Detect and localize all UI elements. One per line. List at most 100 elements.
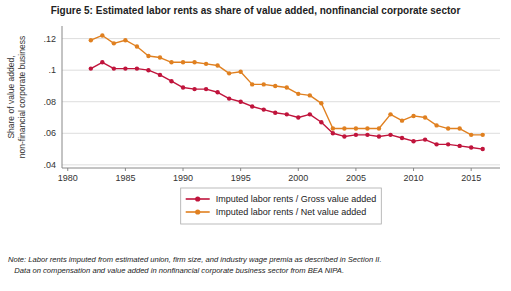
y-tick-label: .06	[43, 128, 56, 138]
point	[123, 66, 127, 70]
chart: Figure 5: Estimated labor rents as share…	[0, 0, 511, 291]
point	[238, 70, 242, 74]
point	[411, 114, 415, 118]
point	[112, 66, 116, 70]
point	[434, 123, 438, 127]
point	[481, 147, 485, 151]
point	[365, 133, 369, 137]
point	[250, 104, 254, 108]
point	[273, 111, 277, 115]
point	[285, 85, 289, 89]
point	[100, 33, 104, 37]
legend-label: Imputed labor rents / Gross value added	[216, 194, 377, 204]
point	[469, 133, 473, 137]
y-tick-label: .1	[48, 65, 56, 75]
point	[446, 142, 450, 146]
point	[308, 112, 312, 116]
point	[135, 44, 139, 48]
point	[319, 101, 323, 105]
plot-area	[89, 33, 485, 151]
grid	[62, 39, 500, 165]
point	[354, 133, 358, 137]
point	[365, 126, 369, 130]
point	[158, 73, 162, 77]
x-tick	[67, 168, 68, 171]
y-tick-label: .12	[43, 34, 56, 44]
point	[89, 66, 93, 70]
point	[319, 120, 323, 124]
y-axis-label: Share of value added,non-financial corpo…	[6, 36, 27, 158]
point	[469, 145, 473, 149]
x-tick	[298, 168, 299, 171]
note-line: Data on compensation and value added in …	[8, 266, 344, 275]
point	[354, 126, 358, 130]
x-tick	[355, 168, 356, 171]
point	[227, 96, 231, 100]
x-tick	[183, 168, 184, 171]
legend-label: Imputed labor rents / Net value added	[216, 207, 367, 217]
point	[89, 38, 93, 42]
x-tick-label: 1980	[58, 173, 78, 183]
grid-line	[62, 70, 500, 71]
series-line	[91, 35, 483, 134]
grid-line	[62, 164, 500, 165]
point	[285, 112, 289, 116]
point	[100, 60, 104, 64]
point	[342, 134, 346, 138]
legend: Imputed labor rents / Gross value added I…	[181, 188, 382, 224]
grid-line	[62, 101, 500, 102]
y-axis	[62, 26, 63, 168]
x-tick-label: 1985	[115, 173, 135, 183]
y-tick-label: .08	[43, 97, 56, 107]
x-tick-label: 2015	[461, 173, 481, 183]
note-line: Note: Labor rents imputed from estimated…	[8, 255, 382, 264]
grid-line	[62, 38, 500, 39]
point	[250, 82, 254, 86]
point	[204, 62, 208, 66]
point	[400, 136, 404, 140]
point	[146, 68, 150, 72]
x-tick-label: 1990	[173, 173, 193, 183]
point	[215, 63, 219, 67]
point	[400, 118, 404, 122]
x-axis	[62, 168, 500, 169]
point	[123, 38, 127, 42]
x-tick	[125, 168, 126, 171]
x-tick-label: 2005	[346, 173, 366, 183]
legend-frame	[181, 188, 382, 224]
title: Figure 5: Estimated labor rents as share…	[51, 5, 461, 16]
point	[192, 87, 196, 91]
point	[388, 112, 392, 116]
y-axis-label-line: Share of value added,	[6, 55, 16, 138]
point	[181, 60, 185, 64]
point	[262, 107, 266, 111]
point	[296, 92, 300, 96]
point	[112, 41, 116, 45]
point	[446, 126, 450, 130]
legend-swatch-marker	[195, 209, 200, 214]
point	[434, 142, 438, 146]
point	[296, 115, 300, 119]
point	[342, 126, 346, 130]
note: Note: Labor rents imputed from estimated…	[8, 255, 382, 275]
y-axis-label-line: non-financial corporate business	[17, 36, 27, 158]
point	[146, 54, 150, 58]
legend-swatch-marker	[195, 196, 200, 201]
point	[377, 134, 381, 138]
x-tick	[413, 168, 414, 171]
point	[388, 133, 392, 137]
series-line	[91, 62, 483, 149]
point	[135, 66, 139, 70]
point	[331, 126, 335, 130]
point	[262, 82, 266, 86]
x-tick-label: 2010	[404, 173, 424, 183]
point	[331, 131, 335, 135]
point	[227, 71, 231, 75]
point	[377, 126, 381, 130]
point	[238, 100, 242, 104]
point	[181, 85, 185, 89]
point	[308, 93, 312, 97]
point	[158, 55, 162, 59]
point	[215, 90, 219, 94]
grid-line	[62, 133, 500, 134]
